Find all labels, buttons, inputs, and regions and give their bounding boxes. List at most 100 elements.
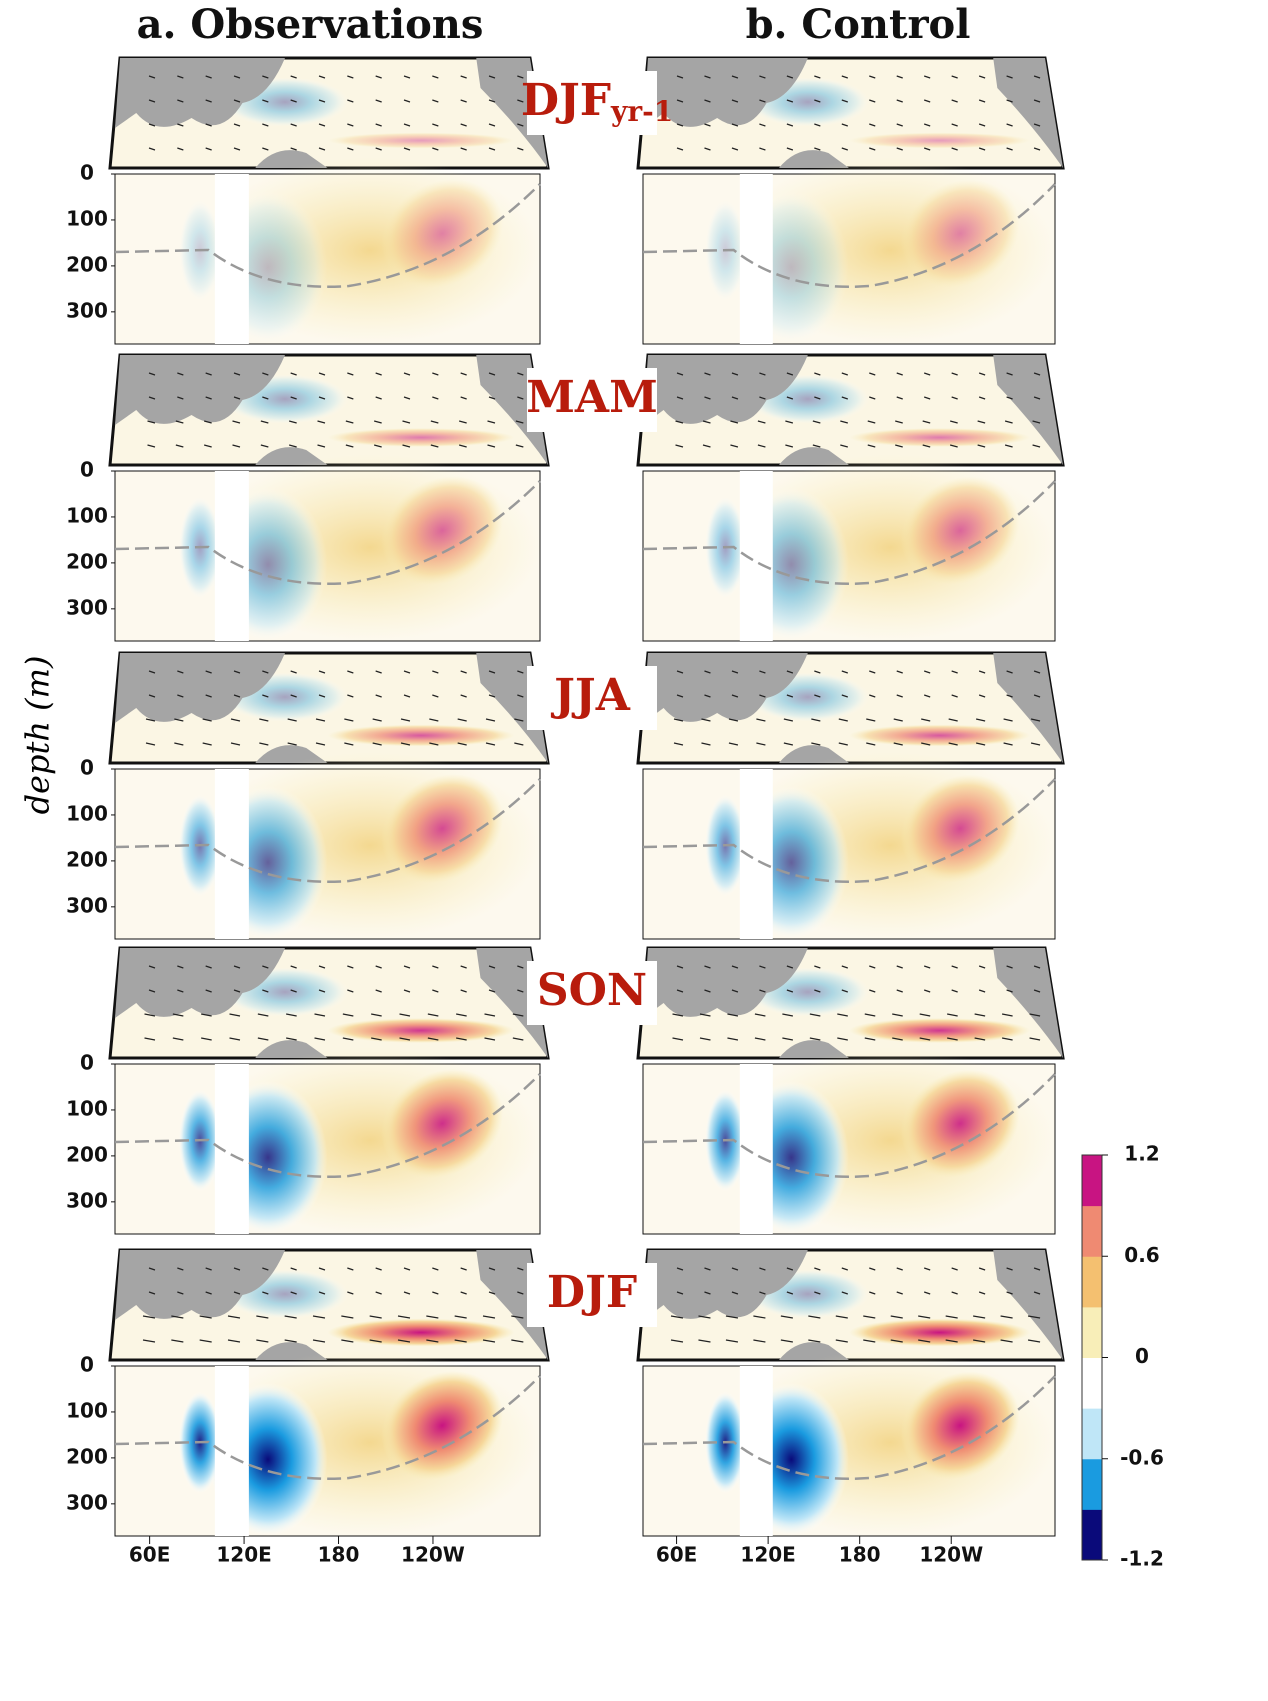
wind-arrow (731, 123, 739, 127)
wind-arrow (950, 420, 958, 424)
wind-arrow (704, 396, 711, 400)
lon-tick-label: 120E (216, 1543, 271, 1567)
wind-arrow (456, 1013, 467, 1017)
wind-arrow (730, 420, 739, 424)
wind-arrow (403, 372, 411, 376)
wind-arrow (345, 420, 354, 424)
land (115, 355, 285, 425)
wind-arrow (517, 694, 524, 698)
wind-arrow (488, 147, 496, 151)
wind-arrow (517, 147, 524, 151)
wind-arrow (430, 420, 439, 424)
wind-arrow (1033, 965, 1041, 969)
wind-arrow (866, 742, 876, 746)
wind-arrow (896, 670, 903, 674)
wind-arrow (676, 396, 684, 400)
wind-arrow (260, 444, 269, 448)
wind-arrow (290, 123, 297, 127)
wind-arrow (786, 694, 794, 698)
wind-arrow (403, 75, 411, 79)
wind-arrow (951, 99, 958, 103)
map-anomaly (327, 1318, 515, 1347)
wind-arrow (148, 965, 156, 969)
colorbar-tick-label: -1.2 (1120, 1547, 1164, 1571)
wind-arrow (1027, 1339, 1041, 1343)
land (993, 948, 1063, 1058)
wind-arrow (371, 1037, 382, 1041)
wind-arrow (177, 989, 184, 993)
wind-arrow (403, 670, 411, 674)
wind-arrow (676, 694, 684, 698)
wind-arrow (978, 1291, 986, 1295)
wind-arrow (347, 75, 354, 79)
wind-arrow (676, 670, 684, 674)
wind-arrow (785, 420, 794, 424)
depth-tick-label: 300 (66, 1490, 108, 1514)
wind-arrow (893, 742, 903, 746)
wind-arrow (814, 1267, 821, 1271)
wind-arrow (951, 147, 958, 151)
wind-arrow (673, 742, 684, 746)
wind-arrow (432, 372, 439, 376)
colorbar-tick-label: 0 (1135, 1344, 1149, 1368)
wind-arrow (397, 1315, 411, 1319)
wind-arrow (924, 694, 931, 698)
wind-arrow (670, 1339, 684, 1343)
wind-arrow (171, 1339, 184, 1343)
anomaly (381, 179, 504, 288)
wind-arrow (517, 965, 524, 969)
wind-arrow (704, 372, 711, 376)
wind-arrow (759, 694, 766, 698)
wind-arrow (704, 147, 711, 151)
wind-arrow (512, 1013, 524, 1017)
wind-arrow (978, 147, 986, 151)
wind-arrow (403, 147, 411, 151)
wind-arrow (786, 1267, 794, 1271)
wind-arrow (259, 718, 269, 722)
wind-arrow (919, 1037, 931, 1041)
wind-arrow (1006, 99, 1013, 103)
wind-arrow (727, 1013, 739, 1017)
wind-arrow (347, 694, 354, 698)
wind-arrow (731, 99, 739, 103)
anomaly (900, 179, 1020, 288)
wind-arrow (731, 694, 739, 698)
wind-arrow (974, 1013, 986, 1017)
wind-arrow (175, 444, 184, 448)
wind-arrow (204, 420, 212, 424)
wind-arrow (1030, 718, 1041, 722)
wind-arrow (896, 1291, 903, 1295)
panel (636, 353, 1065, 642)
depth-tick-label: 300 (66, 1188, 108, 1212)
wind-arrow (201, 1037, 212, 1041)
wind-arrow (262, 1267, 269, 1271)
wind-arrow (511, 1315, 524, 1319)
wind-arrow (341, 1315, 354, 1319)
wind-arrow (318, 1291, 326, 1295)
land (993, 1250, 1063, 1360)
wind-arrow (515, 444, 524, 448)
wind-arrow (1027, 1315, 1041, 1319)
wind-arrow (869, 123, 876, 127)
wind-arrow (427, 1037, 439, 1041)
wind-arrow (676, 99, 684, 103)
wind-arrow (811, 742, 821, 746)
wind-arrow (895, 420, 903, 424)
wind-arrow (232, 444, 241, 448)
wind-arrow (727, 1037, 739, 1041)
wind-arrow (262, 123, 269, 127)
wind-arrow (1006, 989, 1013, 993)
wind-arrow (759, 396, 766, 400)
depth-tick-label: 0 (80, 458, 94, 482)
wind-arrow (347, 989, 354, 993)
wind-arrow (947, 1013, 958, 1017)
wind-arrow (375, 670, 382, 674)
wind-arrow (785, 444, 794, 448)
depth-tick-label: 100 (66, 206, 108, 230)
wind-arrow (896, 965, 903, 969)
wind-arrow (838, 718, 848, 722)
wind-arrow (432, 670, 439, 674)
wind-arrow (892, 1013, 903, 1017)
wind-arrow (403, 99, 411, 103)
wind-arrow (921, 742, 931, 746)
